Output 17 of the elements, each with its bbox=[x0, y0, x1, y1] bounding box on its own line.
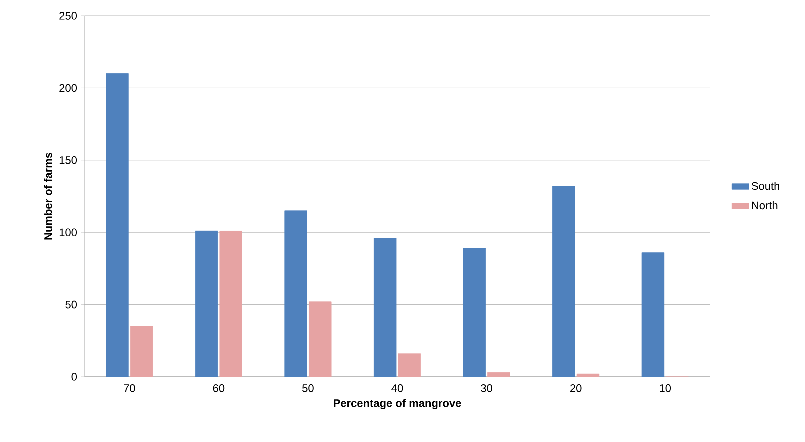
legend-label: South bbox=[752, 182, 780, 190]
y-axis-title: Number of farms bbox=[44, 152, 52, 240]
y-tick-label: 0 bbox=[72, 373, 78, 381]
legend-label: North bbox=[752, 202, 778, 210]
x-tick-label: 30 bbox=[481, 384, 492, 392]
x-tick-label: 60 bbox=[213, 384, 225, 392]
y-tick-label: 200 bbox=[60, 84, 78, 92]
x-tick-label: 20 bbox=[570, 384, 582, 392]
y-tick-label: 100 bbox=[60, 228, 78, 236]
y-tick-label: 150 bbox=[60, 156, 78, 164]
x-tick-label: 70 bbox=[124, 384, 136, 392]
y-tick-label: 250 bbox=[60, 12, 78, 20]
x-axis-title: Percentage of mangrove bbox=[334, 399, 462, 410]
y-tick-label: 50 bbox=[66, 300, 78, 309]
x-tick-label: 10 bbox=[660, 384, 672, 392]
x-tick-label: 50 bbox=[302, 384, 314, 392]
x-tick-label: 40 bbox=[392, 384, 404, 392]
